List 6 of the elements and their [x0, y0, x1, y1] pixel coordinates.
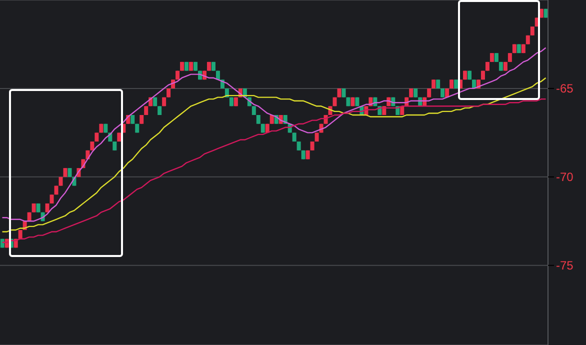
- y-tick-label: -70: [556, 170, 574, 184]
- y-tick-label: -65: [556, 82, 574, 96]
- y-tick-label: -75: [556, 258, 574, 273]
- line-series: [2, 77, 546, 232]
- line-series: [2, 47, 546, 222]
- line-series: [2, 98, 546, 243]
